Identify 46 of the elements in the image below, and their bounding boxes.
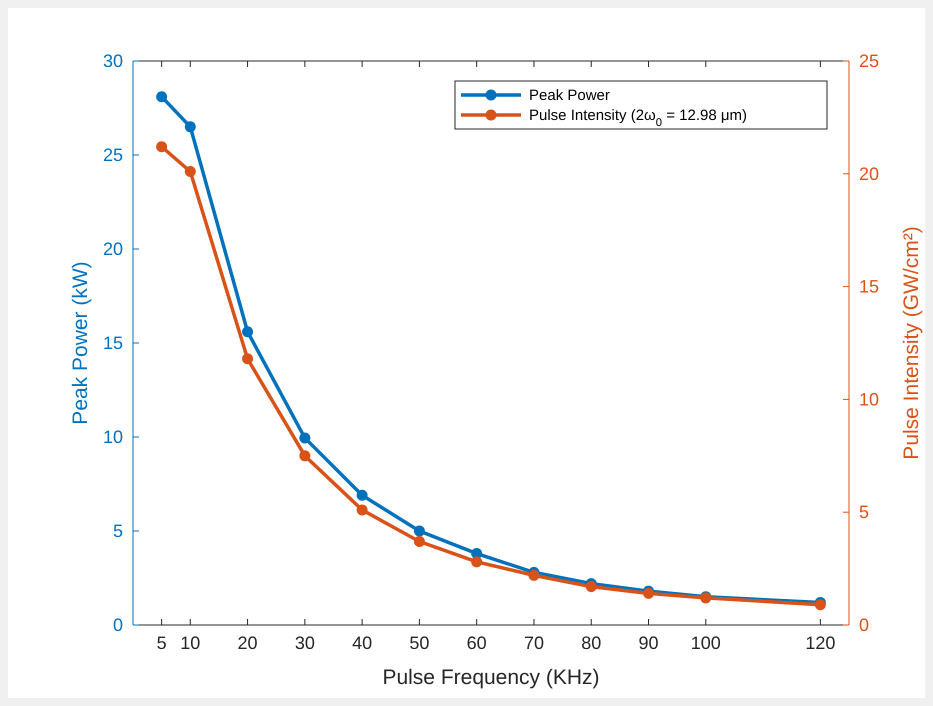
x-axis-title: Pulse Frequency (KHz) [382, 666, 600, 689]
y-axis-title: Peak Power (kW) [69, 261, 92, 425]
y2-tick-label: 25 [859, 51, 880, 71]
point [156, 91, 168, 102]
y2-tick-label: 10 [859, 389, 880, 410]
y-tick-label: 15 [102, 333, 123, 353]
y-tick-label: 10 [102, 427, 123, 447]
point [414, 526, 425, 536]
y2-tick-label: 20 [859, 164, 880, 184]
point [299, 432, 310, 444]
point [299, 450, 310, 462]
point [814, 599, 826, 610]
y-tick-label: 5 [112, 521, 123, 541]
legend-label: Pulse Intensity (2ω$_{0}$ = 12.98 μm) [529, 107, 747, 129]
x-tick-label: 90 [638, 633, 659, 653]
point [242, 326, 254, 338]
point [156, 141, 168, 152]
x-tick-label: 10 [180, 633, 200, 653]
point [414, 536, 425, 548]
legend-label: Peak Power [529, 87, 610, 104]
y-tick-label: 20 [102, 239, 123, 259]
x-tick-label: 5 [156, 633, 167, 653]
y2-tick-label: 0 [859, 615, 870, 635]
point [356, 504, 368, 516]
point [356, 490, 368, 501]
y2-tick-label: 15 [859, 276, 880, 297]
point [528, 570, 540, 581]
y-tick-label: 0 [112, 615, 123, 635]
y-tick-label: 30 [102, 51, 123, 71]
point [586, 581, 597, 592]
x-tick-label: 120 [805, 633, 836, 653]
y2-axis-title: Pulse Intensity (GW/cm²) [900, 226, 923, 460]
x-tick-label: 100 [690, 633, 721, 653]
x-tick-label: 60 [466, 633, 487, 653]
point [242, 353, 254, 364]
x-tick-label: 30 [294, 633, 315, 653]
x-tick-label: 80 [581, 633, 602, 653]
x-tick-label: 70 [524, 633, 544, 653]
y2-tick-label: 5 [859, 502, 870, 522]
point [184, 166, 196, 178]
x-tick-label: 50 [409, 633, 430, 653]
point [184, 121, 196, 132]
x-tick-label: 20 [238, 633, 258, 653]
x-tick-label: 40 [352, 633, 372, 653]
y-tick-label: 25 [102, 145, 123, 165]
point [471, 556, 482, 568]
